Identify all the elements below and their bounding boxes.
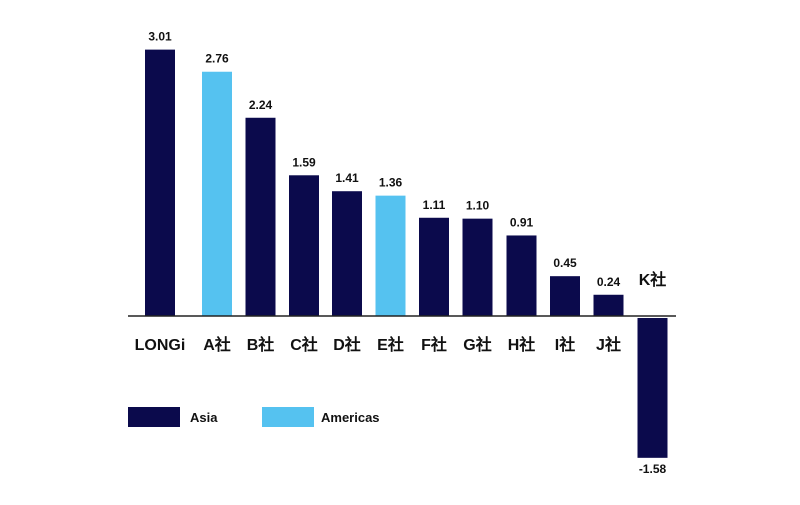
category-label: C社 (290, 335, 318, 354)
category-label: E社 (377, 335, 404, 354)
legend-label-americas: Americas (321, 410, 380, 425)
bar-3 (289, 175, 319, 316)
bar-6 (419, 217, 449, 316)
category-label: J社 (596, 335, 621, 354)
value-label: 1.36 (379, 176, 403, 190)
bar-4 (332, 191, 362, 316)
bar-1 (202, 71, 232, 317)
value-label: 0.45 (553, 256, 577, 270)
category-label: B社 (247, 335, 275, 354)
category-label: A社 (203, 335, 231, 354)
bar-7 (462, 218, 493, 316)
bar-8 (506, 235, 537, 316)
value-label: 1.59 (292, 155, 316, 169)
legend-swatch-asia (128, 407, 180, 427)
bar-2 (245, 117, 276, 316)
bar-5 (375, 195, 406, 316)
category-label: K社 (639, 270, 667, 289)
bar-10 (593, 294, 624, 316)
bar-11 (637, 318, 668, 458)
value-label: 1.10 (466, 199, 490, 213)
category-label: H社 (508, 335, 536, 354)
value-label: 1.11 (423, 198, 446, 212)
value-label: 0.91 (510, 215, 534, 229)
legend-label-asia: Asia (190, 410, 218, 425)
category-label: F社 (421, 335, 447, 354)
category-label: G社 (463, 335, 491, 354)
value-label: 0.24 (597, 275, 621, 289)
value-label: -1.58 (639, 462, 667, 476)
value-label: 2.24 (249, 98, 273, 112)
category-label: D社 (333, 335, 361, 354)
category-label: LONGi (135, 337, 186, 354)
legend-swatch-americas (262, 407, 314, 427)
value-label: 1.41 (335, 171, 359, 185)
value-label: 3.01 (148, 30, 172, 44)
value-label: 2.76 (205, 52, 229, 66)
bar-0 (145, 49, 175, 317)
bar-9 (550, 276, 580, 316)
legend: Asia Americas (128, 407, 380, 427)
category-label: I社 (555, 335, 575, 354)
